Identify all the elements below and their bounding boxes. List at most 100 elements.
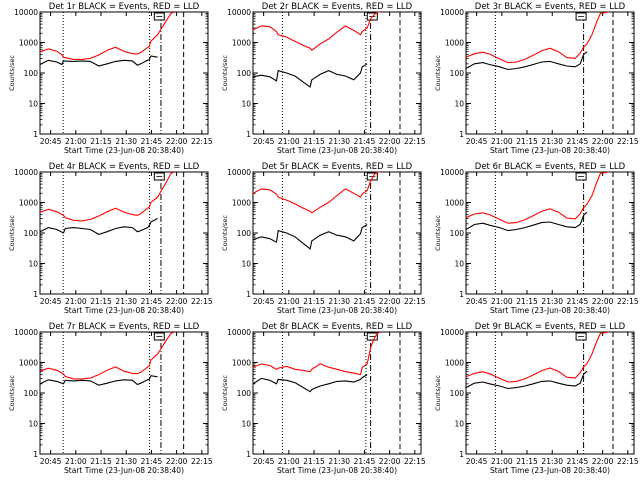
x-tick-label: 21:00 <box>65 297 87 306</box>
x-tick-label: 20:45 <box>253 137 275 146</box>
y-tick-label: 10000 <box>14 8 38 17</box>
x-tick-label: 20:45 <box>466 137 488 146</box>
x-tick-label: 22:00 <box>592 137 614 146</box>
y-tick-label: 100 <box>24 229 39 238</box>
series-line-black <box>253 224 368 250</box>
x-tick-label: 21:30 <box>115 137 137 146</box>
series-line-black <box>40 217 158 235</box>
x-tick-label: 21:30 <box>541 457 563 466</box>
x-tick-label: 21:00 <box>278 297 300 306</box>
x-tick-label: 20:45 <box>466 457 488 466</box>
x-tick-label: 21:00 <box>491 137 513 146</box>
x-tick-label: 22:00 <box>379 457 401 466</box>
y-tick-label: 1 <box>33 450 38 459</box>
y-tick-label: 100 <box>450 69 465 78</box>
x-tick-label: 21:45 <box>141 457 163 466</box>
y-tick-label: 100 <box>237 389 252 398</box>
y-tick-label: 10000 <box>440 8 464 17</box>
x-tick-label: 22:15 <box>404 457 426 466</box>
series-line-red <box>466 12 609 64</box>
x-tick-label: 21:30 <box>328 137 350 146</box>
y-tick-label: 10 <box>28 260 38 269</box>
panel-title: Det 9r BLACK = Events, RED = LLD <box>475 322 626 332</box>
plot-frame <box>465 331 635 455</box>
x-tick-label: 22:00 <box>379 297 401 306</box>
plot-frame <box>465 171 635 295</box>
y-tick-label: 10000 <box>227 8 251 17</box>
x-tick-label: 21:30 <box>115 297 137 306</box>
y-tick-label: 10000 <box>440 168 464 177</box>
x-tick-label: 21:00 <box>278 457 300 466</box>
x-axis-label: Start Time (23-Jun-08 20:38:40) <box>277 306 397 315</box>
x-tick-label: 21:15 <box>303 457 325 466</box>
y-tick-label: 100 <box>450 229 465 238</box>
y-tick-label: 1 <box>459 450 464 459</box>
y-axis-label: Counts/sec <box>8 55 16 91</box>
x-tick-label: 21:15 <box>90 457 112 466</box>
x-axis-label: Start Time (23-Jun-08 20:38:40) <box>64 146 184 155</box>
y-tick-label: 10000 <box>14 168 38 177</box>
y-tick-label: 1000 <box>232 359 251 368</box>
x-tick-label: 21:45 <box>141 137 163 146</box>
y-tick-label: 10 <box>454 420 464 429</box>
y-axis-label: Counts/sec <box>434 55 442 91</box>
x-tick-label: 21:45 <box>354 137 376 146</box>
x-tick-label: 21:45 <box>354 457 376 466</box>
plot-frame <box>39 331 209 455</box>
x-tick-label: 20:45 <box>40 457 62 466</box>
x-tick-label: 20:45 <box>40 137 62 146</box>
x-tick-label: 22:00 <box>166 457 188 466</box>
x-tick-label: 22:15 <box>191 297 213 306</box>
x-tick-label: 21:15 <box>516 297 538 306</box>
y-tick-label: 1000 <box>445 199 464 208</box>
x-tick-label: 21:45 <box>354 297 376 306</box>
y-tick-label: 100 <box>450 389 465 398</box>
x-axis-label: Start Time (23-Jun-08 20:38:40) <box>490 146 610 155</box>
y-tick-label: 1000 <box>19 39 38 48</box>
panel-7: Det 7r BLACK = Events, RED = LLD 1 10 100 10… <box>8 322 213 475</box>
panel-8: Det 8r BLACK = Events, RED = LLD 1 10 100 10… <box>221 322 426 475</box>
x-tick-label: 21:15 <box>516 137 538 146</box>
panel-1: Det 1r BLACK = Events, RED = LLD 1 10 100 10… <box>8 2 213 155</box>
y-tick-label: 1000 <box>445 39 464 48</box>
panel-title: Det 7r BLACK = Events, RED = LLD <box>49 322 200 332</box>
series-line-red <box>40 332 175 380</box>
plot-frame <box>39 11 209 135</box>
y-axis-label: Counts/sec <box>434 215 442 251</box>
x-tick-label: 22:00 <box>379 137 401 146</box>
y-axis-label: Counts/sec <box>221 55 229 91</box>
x-tick-label: 22:15 <box>404 297 426 306</box>
x-tick-label: 20:45 <box>253 457 275 466</box>
y-axis-label: Counts/sec <box>8 375 16 411</box>
y-tick-label: 1 <box>33 290 38 299</box>
y-tick-label: 10 <box>241 420 251 429</box>
x-axis-label: Start Time (23-Jun-08 20:38:40) <box>277 146 397 155</box>
x-tick-label: 20:45 <box>40 297 62 306</box>
x-tick-label: 21:15 <box>516 457 538 466</box>
series-line-black <box>466 211 588 232</box>
x-axis-label: Start Time (23-Jun-08 20:38:40) <box>490 466 610 475</box>
x-tick-label: 21:15 <box>303 137 325 146</box>
x-tick-label: 21:15 <box>90 137 112 146</box>
panel-2: Det 2r BLACK = Events, RED = LLD 1 10 100 10… <box>221 2 426 155</box>
y-tick-label: 10 <box>241 100 251 109</box>
series-line-black <box>40 375 158 386</box>
plot-frame <box>39 171 209 295</box>
x-tick-label: 21:00 <box>278 137 300 146</box>
y-tick-label: 1 <box>459 290 464 299</box>
y-axis-label: Counts/sec <box>8 215 16 251</box>
y-tick-label: 10000 <box>440 328 464 337</box>
x-tick-label: 21:00 <box>491 457 513 466</box>
x-tick-label: 21:45 <box>567 297 589 306</box>
y-tick-label: 10 <box>241 260 251 269</box>
y-tick-label: 1 <box>459 130 464 139</box>
x-tick-label: 21:00 <box>491 297 513 306</box>
y-tick-label: 100 <box>237 229 252 238</box>
series-line-red <box>253 12 381 51</box>
x-tick-label: 22:15 <box>617 457 639 466</box>
y-tick-label: 10000 <box>227 168 251 177</box>
panel-title: Det 2r BLACK = Events, RED = LLD <box>262 2 413 12</box>
x-tick-label: 21:15 <box>90 297 112 306</box>
y-tick-label: 1000 <box>19 359 38 368</box>
